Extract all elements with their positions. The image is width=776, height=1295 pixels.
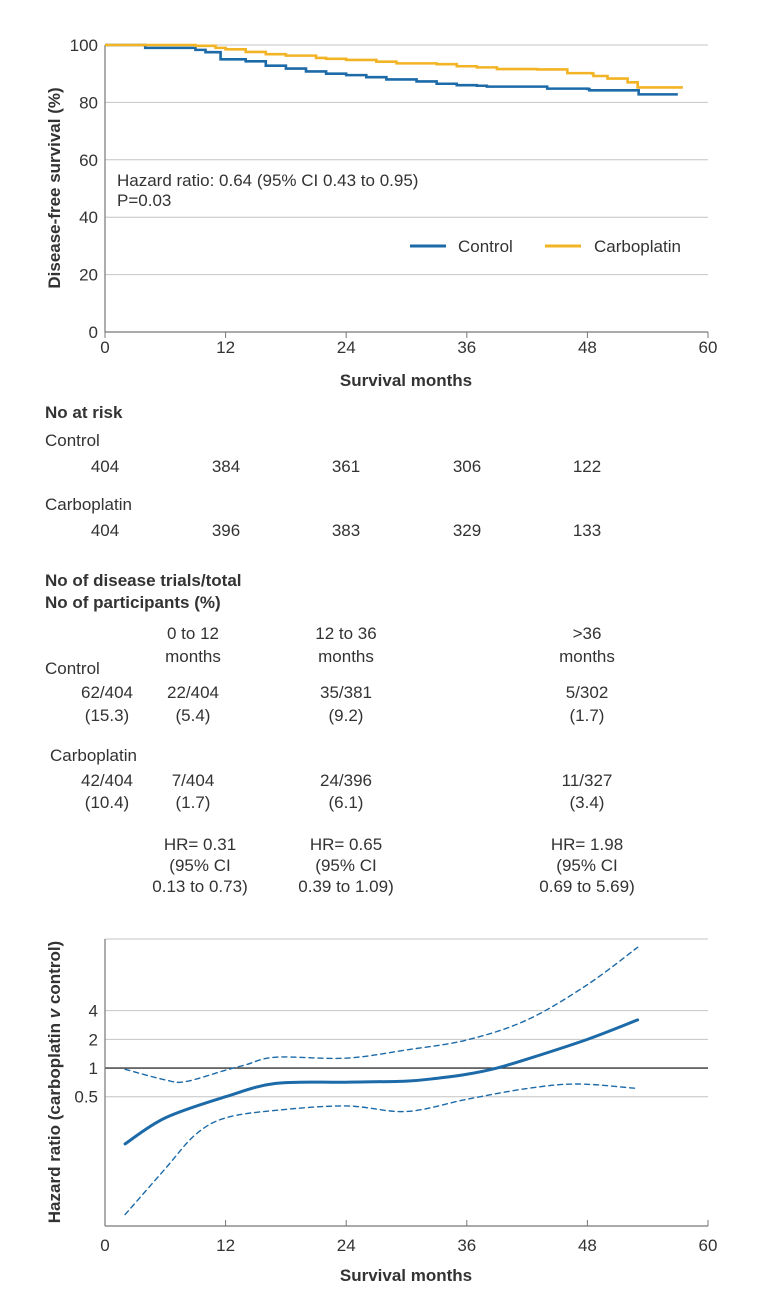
- events-cell: 42/404: [81, 771, 133, 790]
- events-table-title-line1: No of disease trials/total: [45, 571, 242, 590]
- km-x-tick-label: 36: [457, 338, 476, 357]
- km-annotation-p: P=0.03: [117, 191, 171, 210]
- events-cell: (6.1): [328, 793, 364, 812]
- hazard-ratio-cell: HR= 0.31: [163, 835, 237, 854]
- risk-value: 396: [211, 521, 241, 540]
- risk-value: 384: [211, 457, 241, 476]
- hr-x-tick-label: 48: [578, 1236, 597, 1255]
- events-row-label-control: Control: [45, 659, 100, 678]
- hazard-ratio-cell: (95% CI: [315, 856, 377, 875]
- km-legend: Control Carboplatin: [410, 237, 681, 256]
- km-y-tick-label: 40: [79, 208, 98, 227]
- risk-row-label-control: Control: [45, 431, 100, 450]
- events-col-header: >36: [572, 624, 602, 643]
- km-y-tick-label: 80: [79, 93, 98, 112]
- hr-line-estimate: [123, 1018, 640, 1146]
- events-cell: 22/404: [167, 683, 219, 702]
- km-y-tick-label: 0: [89, 323, 98, 342]
- events-table-title-line2: No of participants (%): [45, 593, 221, 612]
- km-chart: 0 20 40 60 80 100 0 12 24 36 48 60 Hazard ratio: 0.…: [45, 36, 717, 390]
- hr-y-label-part: control): [45, 941, 64, 1009]
- events-col-header: months: [165, 647, 221, 666]
- events-cell: 35/381: [320, 683, 372, 702]
- events-cell: (3.4): [569, 793, 605, 812]
- km-x-tick-label: 12: [216, 338, 235, 357]
- events-cell: (5.4): [175, 706, 211, 725]
- events-cell: (15.3): [84, 706, 130, 725]
- km-line-control: [105, 43, 678, 96]
- events-cell: 5/302: [565, 683, 609, 702]
- km-x-axis-label: Survival months: [340, 371, 472, 390]
- km-y-tick-label: 20: [79, 266, 98, 285]
- km-x-tick-label: 24: [337, 338, 356, 357]
- events-row-label-carboplatin: Carboplatin: [50, 746, 137, 765]
- hr-line-lower-95-ci: [124, 1083, 639, 1216]
- hr-series: [123, 946, 640, 1216]
- events-cell: 62/404: [81, 683, 133, 702]
- hr-y-axis-label: Hazard ratio (carboplatin v control): [45, 941, 64, 1223]
- km-y-tick-label: 100: [70, 36, 98, 55]
- events-cell: 7/404: [171, 771, 215, 790]
- legend-label-control: Control: [458, 237, 513, 256]
- km-y-tick-label: 60: [79, 151, 98, 170]
- hr-y-label-part: Hazard ratio (carboplatin: [45, 1018, 64, 1223]
- events-cell: (1.7): [175, 793, 211, 812]
- risk-value: 122: [572, 457, 602, 476]
- km-annotation-hr: Hazard ratio: 0.64 (95% CI 0.43 to 0.95): [117, 171, 418, 190]
- events-cell: 11/327: [561, 771, 613, 790]
- risk-value: 306: [452, 457, 482, 476]
- hr-x-tick-label: 24: [337, 1236, 356, 1255]
- hr-x-axis-label: Survival months: [340, 1266, 472, 1285]
- risk-value: 361: [331, 457, 361, 476]
- hr-x-tick-label: 12: [216, 1236, 235, 1255]
- risk-value: 404: [90, 457, 120, 476]
- km-ticks: 0 20 40 60 80 100 0 12 24 36 48 60: [70, 36, 718, 357]
- risk-row-label-carboplatin: Carboplatin: [45, 495, 132, 514]
- hr-y-label-italic-v: v: [45, 1007, 64, 1018]
- km-y-axis-label: Disease-free survival (%): [45, 87, 64, 288]
- hazard-ratio-cell: 0.69 to 5.69): [539, 877, 635, 896]
- km-x-tick-label: 48: [578, 338, 597, 357]
- hr-y-tick-label: 1: [89, 1059, 98, 1078]
- risk-table-title: No at risk: [45, 403, 123, 422]
- hazard-ratio-cell: HR= 0.65: [309, 835, 383, 854]
- legend-label-carboplatin: Carboplatin: [594, 237, 681, 256]
- hr-line-upper-95-ci: [124, 946, 639, 1084]
- km-x-tick-label: 0: [100, 338, 109, 357]
- risk-value: 383: [331, 521, 361, 540]
- hazard-ratio-cell: HR= 1.98: [550, 835, 624, 854]
- hr-x-tick-label: 60: [699, 1236, 718, 1255]
- hr-y-tick-label: 4: [89, 1002, 98, 1021]
- events-col-header: 0 to 12: [167, 624, 219, 643]
- hr-y-tick-label: 2: [89, 1030, 98, 1049]
- hr-y-tick-label: 0.5: [74, 1088, 98, 1107]
- hazard-ratio-cell: (95% CI: [556, 856, 618, 875]
- km-line-carboplatin: [105, 43, 683, 89]
- events-cell: (10.4): [84, 793, 130, 812]
- hazard-ratio-cell: (95% CI: [169, 856, 231, 875]
- risk-value: 404: [90, 521, 120, 540]
- risk-value: 133: [572, 521, 602, 540]
- hr-x-tick-label: 0: [100, 1236, 109, 1255]
- events-cell: (1.7): [569, 706, 605, 725]
- events-cell: 24/396: [320, 771, 372, 790]
- risk-value: 329: [452, 521, 482, 540]
- hazard-ratio-cell: 0.39 to 1.09): [298, 877, 394, 896]
- events-col-header: 12 to 36: [315, 624, 377, 643]
- hazard-ratio-cell: 0.13 to 0.73): [152, 877, 248, 896]
- events-col-header: months: [559, 647, 615, 666]
- events-col-header: months: [318, 647, 374, 666]
- hr-x-tick-label: 36: [457, 1236, 476, 1255]
- km-series: [105, 43, 683, 96]
- events-cell: (9.2): [328, 706, 364, 725]
- hr-gridlines: [104, 938, 708, 1227]
- km-x-tick-label: 60: [699, 338, 718, 357]
